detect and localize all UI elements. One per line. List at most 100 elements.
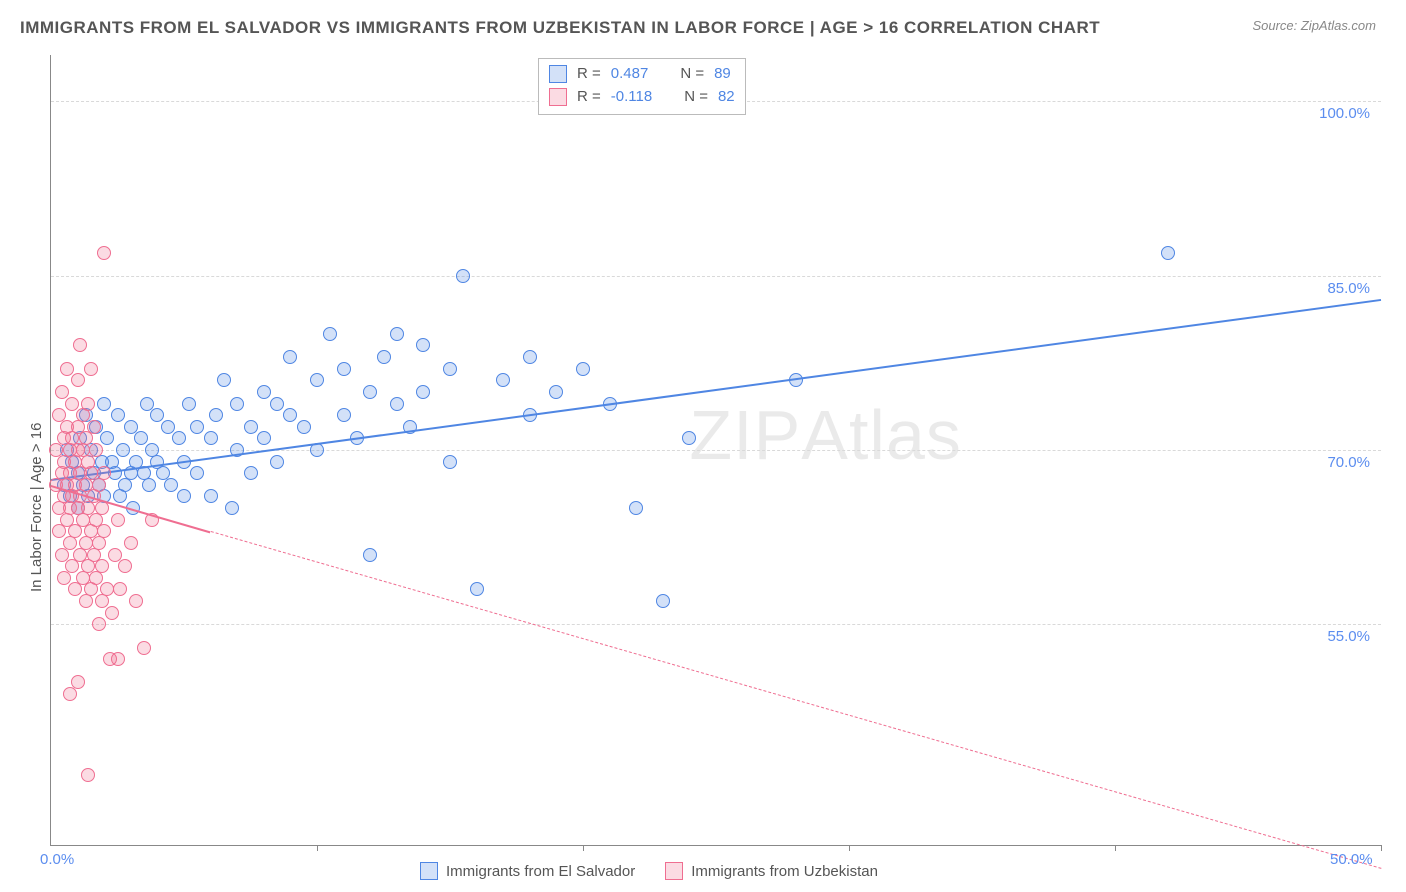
scatter-plot-area: ZIPAtlas: [50, 55, 1381, 846]
stat-r-label: R =: [577, 63, 601, 86]
data-point: [87, 420, 101, 434]
stat-r-label: R =: [577, 86, 601, 109]
x-axis-min-label: 0.0%: [40, 851, 74, 868]
data-point: [52, 524, 66, 538]
data-point: [55, 385, 69, 399]
data-point: [217, 373, 231, 387]
grid-line: [51, 624, 1381, 625]
y-tick-label: 100.0%: [1310, 105, 1370, 122]
watermark-strong: ZIP: [689, 396, 801, 474]
stat-n-value: 89: [714, 63, 731, 86]
legend-item: Immigrants from Uzbekistan: [665, 862, 878, 880]
x-axis-max-label: 50.0%: [1330, 851, 1373, 868]
correlation-stats-box: R =0.487N =89R =-0.118N =82: [538, 58, 746, 115]
stat-n-label: N =: [680, 63, 704, 86]
data-point: [443, 362, 457, 376]
data-point: [140, 397, 154, 411]
data-point: [73, 338, 87, 352]
data-point: [60, 362, 74, 376]
y-axis-title: In Labor Force | Age > 16: [28, 423, 45, 592]
y-tick-label: 70.0%: [1310, 454, 1370, 471]
legend-item: Immigrants from El Salvador: [420, 862, 635, 880]
legend-swatch: [549, 88, 567, 106]
data-point: [270, 455, 284, 469]
data-point: [97, 466, 111, 480]
data-point: [182, 397, 196, 411]
data-point: [108, 548, 122, 562]
data-point: [390, 327, 404, 341]
data-point: [470, 582, 484, 596]
data-point: [337, 408, 351, 422]
stats-row: R =0.487N =89: [549, 63, 735, 86]
data-point: [79, 431, 93, 445]
data-point: [68, 582, 82, 596]
data-point: [297, 420, 311, 434]
data-point: [283, 350, 297, 364]
data-point: [97, 397, 111, 411]
data-point: [124, 536, 138, 550]
data-point: [225, 501, 239, 515]
source-attribution: Source: ZipAtlas.com: [1252, 18, 1376, 33]
legend-swatch: [420, 862, 438, 880]
data-point: [323, 327, 337, 341]
data-point: [257, 385, 271, 399]
x-tick: [1115, 845, 1116, 851]
x-tick: [849, 845, 850, 851]
data-point: [142, 478, 156, 492]
data-point: [1161, 246, 1175, 260]
data-point: [204, 431, 218, 445]
data-point: [244, 466, 258, 480]
data-point: [190, 466, 204, 480]
data-point: [363, 385, 377, 399]
data-point: [105, 606, 119, 620]
data-point: [204, 489, 218, 503]
data-point: [576, 362, 590, 376]
data-point: [390, 397, 404, 411]
stats-row: R =-0.118N =82: [549, 86, 735, 109]
data-point: [63, 687, 77, 701]
data-point: [656, 594, 670, 608]
data-point: [456, 269, 470, 283]
data-point: [363, 548, 377, 562]
data-point: [682, 431, 696, 445]
data-point: [177, 489, 191, 503]
data-point: [549, 385, 563, 399]
data-point: [95, 559, 109, 573]
data-point: [230, 397, 244, 411]
x-tick: [317, 845, 318, 851]
data-point: [92, 617, 106, 631]
data-point: [97, 524, 111, 538]
data-point: [111, 652, 125, 666]
stat-r-value: -0.118: [611, 86, 652, 109]
data-point: [172, 431, 186, 445]
legend-label: Immigrants from Uzbekistan: [691, 863, 878, 880]
x-tick: [583, 845, 584, 851]
data-point: [81, 397, 95, 411]
data-point: [118, 559, 132, 573]
data-point: [116, 443, 130, 457]
y-tick-label: 85.0%: [1310, 280, 1370, 297]
data-point: [111, 408, 125, 422]
data-point: [443, 455, 457, 469]
data-point: [270, 397, 284, 411]
data-point: [84, 362, 98, 376]
watermark-thin: Atlas: [801, 396, 962, 474]
legend-swatch: [665, 862, 683, 880]
data-point: [161, 420, 175, 434]
data-point: [129, 594, 143, 608]
data-point: [68, 524, 82, 538]
data-point: [71, 373, 85, 387]
data-point: [100, 431, 114, 445]
stat-n-value: 82: [718, 86, 735, 109]
data-point: [244, 420, 258, 434]
data-point: [337, 362, 351, 376]
data-point: [416, 338, 430, 352]
grid-line: [51, 276, 1381, 277]
watermark: ZIPAtlas: [689, 395, 962, 475]
data-point: [137, 641, 151, 655]
trend-line: [51, 299, 1381, 481]
data-point: [150, 408, 164, 422]
trend-line: [210, 531, 1381, 869]
data-point: [57, 571, 71, 585]
data-point: [97, 246, 111, 260]
